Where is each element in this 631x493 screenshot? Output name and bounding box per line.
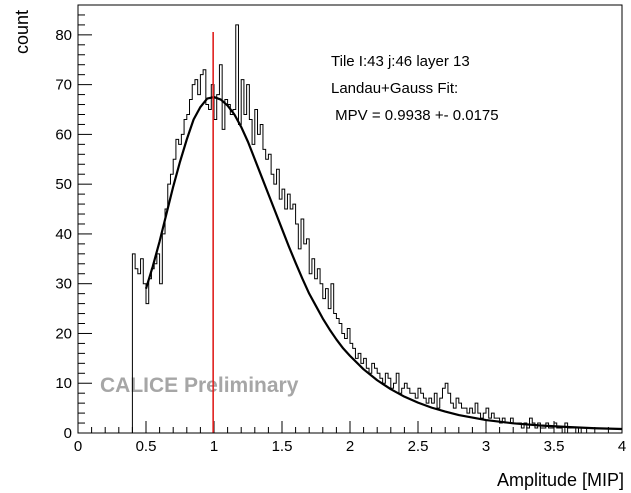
x-tick-label: 4 <box>618 438 626 455</box>
y-tick-label: 20 <box>55 325 72 342</box>
x-tick-label: 1 <box>210 438 218 455</box>
legend-line-3: MPV = 0.9938 +- 0.0175 <box>331 107 499 124</box>
y-tick-label: 70 <box>55 77 72 94</box>
x-tick-label: 0.5 <box>136 438 157 455</box>
y-axis-label: count <box>12 10 32 54</box>
legend-line-1: Tile I:43 j:46 layer 13 <box>331 53 470 70</box>
y-tick-label: 0 <box>64 425 72 442</box>
x-tick-label: 0 <box>74 438 82 455</box>
y-tick-label: 30 <box>55 276 72 293</box>
x-tick-label: 3 <box>482 438 490 455</box>
x-tick-label: 3.5 <box>544 438 565 455</box>
plot-frame <box>77 4 623 434</box>
y-tick-label: 80 <box>55 27 72 44</box>
watermark-layer: CALICE Preliminary <box>100 374 299 397</box>
landau-gauss-fit-curve <box>144 95 623 431</box>
x-tick-label: 2.5 <box>408 438 429 455</box>
y-tick-label: 60 <box>55 126 72 143</box>
y-tick-label: 40 <box>55 226 72 243</box>
x-tick-label: 1.5 <box>272 438 293 455</box>
fit-layer <box>144 95 623 431</box>
legend: Tile I:43 j:46 layer 13 Landau+Gauss Fit… <box>331 53 499 124</box>
y-tick-label: 50 <box>55 176 72 193</box>
x-axis-label: Amplitude [MIP] <box>497 470 624 490</box>
y-tick-label: 10 <box>55 375 72 392</box>
calice-preliminary-watermark: CALICE Preliminary <box>100 374 299 397</box>
legend-line-2: Landau+Gauss Fit: <box>331 80 458 97</box>
x-tick-label: 2 <box>346 438 354 455</box>
